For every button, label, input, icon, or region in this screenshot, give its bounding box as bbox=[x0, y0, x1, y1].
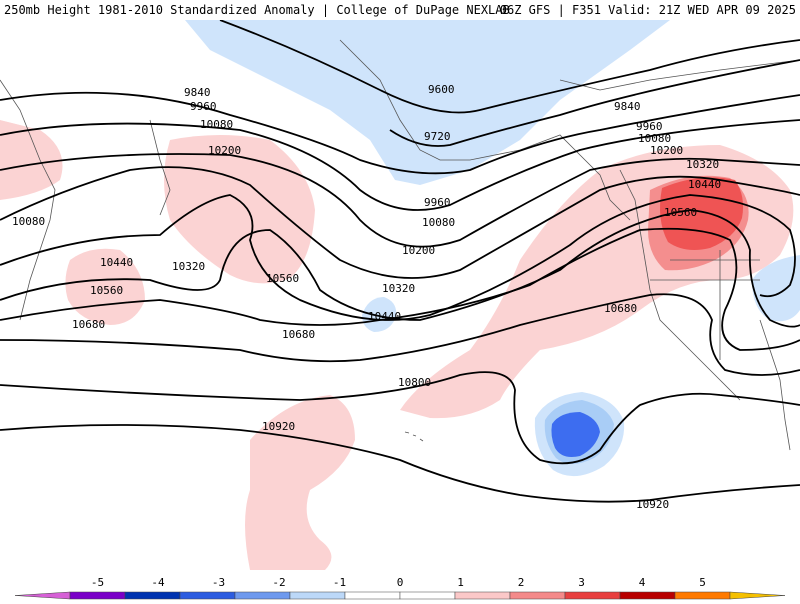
label-10920-e: 10920 bbox=[636, 498, 669, 511]
hawaii bbox=[404, 431, 424, 442]
label-10680-c: 10680 bbox=[282, 328, 315, 341]
contour-9960 bbox=[0, 119, 800, 211]
label-10920-w: 10920 bbox=[262, 420, 295, 433]
height-contours bbox=[0, 20, 800, 503]
label-10200-c: 10200 bbox=[402, 244, 435, 257]
contour-10200 bbox=[0, 166, 800, 279]
legend-tick-label: 4 bbox=[639, 576, 646, 589]
legend-tick-label: 3 bbox=[578, 576, 585, 589]
label-10680-e: 10680 bbox=[604, 302, 637, 315]
contour-10920 bbox=[0, 424, 800, 503]
label-9840-w: 9840 bbox=[184, 86, 211, 99]
label-10080-c: 10080 bbox=[422, 216, 455, 229]
legend-swatch bbox=[69, 591, 126, 600]
legend-swatch bbox=[289, 591, 346, 600]
label-10800: 10800 bbox=[398, 376, 431, 389]
positive-anomaly-pacific-w bbox=[65, 248, 145, 325]
legend-tick-label: -2 bbox=[272, 576, 285, 589]
kamchatka-coast bbox=[149, 119, 171, 216]
label-10200-w: 10200 bbox=[208, 144, 241, 157]
label-9840-e: 9840 bbox=[614, 100, 641, 113]
legend-swatch bbox=[14, 591, 71, 600]
contour-10320 bbox=[0, 194, 796, 321]
legend-swatch bbox=[619, 591, 676, 600]
label-10680-w: 10680 bbox=[72, 318, 105, 331]
legend-swatch bbox=[399, 591, 456, 600]
label-10080-e: 10080 bbox=[638, 132, 671, 145]
legend-swatch bbox=[124, 591, 181, 600]
legend-swatch bbox=[344, 591, 401, 600]
legend-colorbar: -5 -4 -3 -2 -1 0 1 2 3 4 5 bbox=[14, 576, 786, 600]
label-10200-e: 10200 bbox=[650, 144, 683, 157]
east-inland bbox=[759, 319, 791, 451]
legend-tick-label: 0 bbox=[397, 576, 404, 589]
label-10080-w: 10080 bbox=[12, 215, 45, 228]
legend-swatch bbox=[454, 591, 511, 600]
contour-10800 bbox=[0, 371, 800, 465]
legend-swatch bbox=[509, 591, 566, 600]
contour-10440 bbox=[0, 209, 800, 328]
strong-negative-low bbox=[551, 412, 600, 457]
contour-10080 bbox=[0, 153, 800, 248]
label-9960-c: 9960 bbox=[424, 196, 451, 209]
label-10440-c: 10440 bbox=[368, 310, 401, 323]
label-10560-w: 10560 bbox=[90, 284, 123, 297]
anomaly-legend: -5 -4 -3 -2 -1 0 1 2 3 4 5 bbox=[0, 572, 800, 600]
positive-anomaly-nw bbox=[0, 120, 63, 200]
legend-swatch bbox=[729, 591, 786, 600]
anomaly-map: 9600 9720 9840 9840 9960 9960 9960 10080… bbox=[0, 20, 800, 570]
positive-anomaly-asia bbox=[164, 135, 315, 284]
negative-anomaly-alaska bbox=[185, 20, 670, 185]
anomaly-shading bbox=[0, 20, 800, 570]
label-9960-e: 9960 bbox=[636, 120, 663, 133]
legend-tick-label: -1 bbox=[333, 576, 346, 589]
model-run-info: 06Z GFS | F351 Valid: 21Z WED APR 09 202… bbox=[499, 3, 796, 17]
canada-coast bbox=[559, 59, 800, 91]
legend-swatch bbox=[179, 591, 236, 600]
label-10320-c: 10320 bbox=[382, 282, 415, 295]
contour-9600 bbox=[219, 20, 800, 114]
legend-tick-label: -3 bbox=[212, 576, 225, 589]
product-title: 250mb Height 1981-2010 Standardized Anom… bbox=[4, 3, 510, 17]
negative-anomaly-small bbox=[362, 297, 397, 332]
map-canvas: 9600 9720 9840 9840 9960 9960 9960 10080… bbox=[0, 20, 800, 570]
label-9720: 9720 bbox=[424, 130, 451, 143]
legend-swatch bbox=[234, 591, 291, 600]
legend-tick-label: -4 bbox=[151, 576, 165, 589]
label-10080-nw: 10080 bbox=[200, 118, 233, 131]
contour-labels: 9600 9720 9840 9840 9960 9960 9960 10080… bbox=[12, 83, 721, 511]
contour-10680 bbox=[0, 293, 800, 376]
label-9600: 9600 bbox=[428, 83, 455, 96]
label-10560-e: 10560 bbox=[664, 206, 697, 219]
label-10440-e: 10440 bbox=[688, 178, 721, 191]
us-borders bbox=[650, 250, 760, 360]
legend-tick-label: 2 bbox=[518, 576, 525, 589]
legend-swatch bbox=[674, 591, 731, 600]
label-10560-c: 10560 bbox=[266, 272, 299, 285]
negative-anomaly-east bbox=[752, 255, 800, 322]
contour-9720 bbox=[389, 59, 800, 147]
coastlines bbox=[0, 39, 800, 451]
alaska-coast bbox=[339, 39, 631, 221]
legend-tick-label: 1 bbox=[457, 576, 464, 589]
contour-10560 bbox=[0, 227, 800, 351]
legend-tick-label: -5 bbox=[91, 576, 104, 589]
contour-9840 bbox=[0, 91, 800, 175]
legend-swatch bbox=[564, 591, 621, 600]
positive-anomaly-core bbox=[660, 177, 744, 250]
label-10320-e: 10320 bbox=[686, 158, 719, 171]
na-west-coast bbox=[619, 169, 741, 401]
label-10440-w: 10440 bbox=[100, 256, 133, 269]
label-9960-w: 9960 bbox=[190, 100, 217, 113]
positive-anomaly-subtropical bbox=[245, 395, 355, 570]
legend-tick-label: 5 bbox=[699, 576, 706, 589]
map-header: 250mb Height 1981-2010 Standardized Anom… bbox=[0, 0, 800, 20]
asia-coast bbox=[0, 79, 56, 321]
label-10320-w: 10320 bbox=[172, 260, 205, 273]
